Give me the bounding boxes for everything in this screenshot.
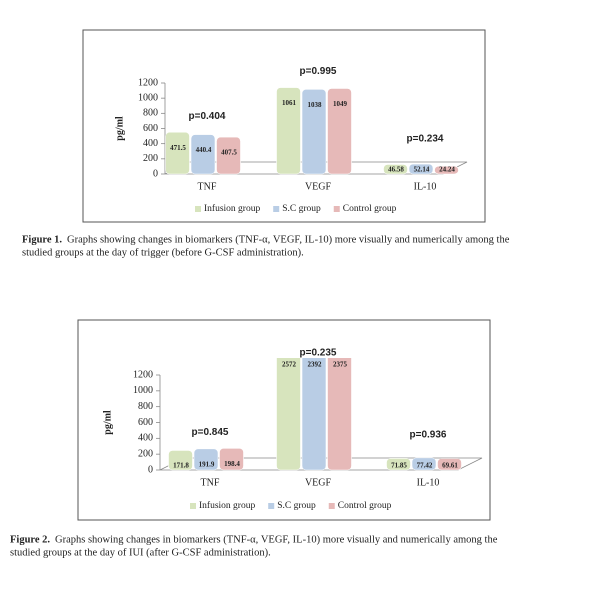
bar <box>434 165 459 175</box>
legend-swatch <box>333 206 340 212</box>
value-label: 2572 <box>282 361 297 369</box>
value-label: 1038 <box>308 101 323 109</box>
y-tick-label: 1200 <box>133 369 153 380</box>
bars <box>165 87 459 175</box>
caption-text: studied groups at the day of trigger (be… <box>22 247 304 258</box>
legend-swatch <box>328 503 335 509</box>
x-tick-label: TNF <box>201 477 220 488</box>
bar <box>383 164 408 175</box>
bar <box>276 87 301 175</box>
annotation: p=0.234 <box>407 134 444 145</box>
value-label: 52.14 <box>414 166 430 174</box>
bar <box>168 450 193 471</box>
annotation: p=0.845 <box>192 427 229 438</box>
y-tick-label: 400 <box>143 138 158 149</box>
value-label: 440.4 <box>196 146 212 154</box>
bar <box>301 358 327 471</box>
annotation: p=0.995 <box>300 66 337 77</box>
bar <box>408 163 434 175</box>
value-label: 198.4 <box>224 460 240 468</box>
legend-label: Control group <box>338 501 392 511</box>
x-tick-label: VEGF <box>305 181 332 192</box>
legend-label: S.C group <box>282 204 321 214</box>
value-label: 1061 <box>282 99 297 107</box>
y-tick-label: 800 <box>138 401 153 412</box>
caption-text: Graphs showing changes in biomarkers (TN… <box>67 234 510 245</box>
bar <box>193 448 219 471</box>
value-label: 77.42 <box>417 462 433 470</box>
x-tick-label: TNF <box>198 181 217 192</box>
value-label: 1049 <box>333 100 348 108</box>
value-label: 2375 <box>333 361 348 369</box>
legend-swatch <box>268 503 275 509</box>
caption-text: Graphs showing changes in biomarkers (TN… <box>55 534 498 545</box>
y-axis-label: pg/ml <box>114 116 125 141</box>
y-tick-label: 400 <box>138 433 153 444</box>
y-tick-label: 200 <box>138 448 153 459</box>
caption-text: studied groups at the day of IUI (after … <box>10 547 271 558</box>
x-tick-label: VEGF <box>305 477 332 488</box>
y-tick-label: 600 <box>143 123 158 134</box>
bar <box>327 88 352 175</box>
value-label: 69.61 <box>442 462 458 470</box>
legend-label: Control group <box>343 204 397 214</box>
legend-swatch <box>273 206 280 212</box>
bar <box>411 457 437 471</box>
caption-label: Figure 1. <box>22 234 62 245</box>
bar <box>219 447 244 471</box>
y-tick-label: 1000 <box>133 385 153 396</box>
bar <box>301 88 327 175</box>
bar <box>327 358 352 471</box>
bars <box>168 358 462 471</box>
annotation: p=0.235 <box>300 348 337 359</box>
legend-swatch <box>195 206 201 212</box>
legend-label: Infusion group <box>204 203 260 214</box>
bar <box>190 134 216 175</box>
value-label: 46.58 <box>388 166 404 174</box>
bar <box>437 458 462 471</box>
value-label: 171.8 <box>173 462 189 470</box>
y-tick-label: 800 <box>143 108 158 119</box>
bar <box>386 458 411 471</box>
legend-label: Infusion group <box>199 500 255 511</box>
legend-swatch <box>190 503 196 509</box>
value-label: 471.5 <box>170 144 186 152</box>
bar <box>216 136 241 175</box>
value-label: 24.24 <box>439 166 455 174</box>
y-tick-label: 1000 <box>138 92 158 103</box>
value-label: 71.85 <box>391 462 407 470</box>
x-tick-label: IL-10 <box>414 181 437 192</box>
value-label: 2392 <box>308 361 323 369</box>
bar <box>165 131 190 175</box>
caption-label: Figure 2. <box>10 534 50 545</box>
y-axis-label: pg/ml <box>102 410 113 435</box>
y-tick-label: 0 <box>148 464 153 475</box>
legend-label: S.C group <box>277 501 316 511</box>
value-label: 191.9 <box>199 460 215 468</box>
y-tick-label: 600 <box>138 417 153 428</box>
annotation: p=0.404 <box>189 111 226 122</box>
y-tick-label: 200 <box>143 153 158 164</box>
annotation: p=0.936 <box>410 430 447 441</box>
bar <box>276 358 301 471</box>
value-label: 407.5 <box>221 149 237 157</box>
y-tick-label: 1200 <box>138 77 158 88</box>
y-tick-label: 0 <box>153 168 158 179</box>
x-tick-label: IL-10 <box>417 477 440 488</box>
